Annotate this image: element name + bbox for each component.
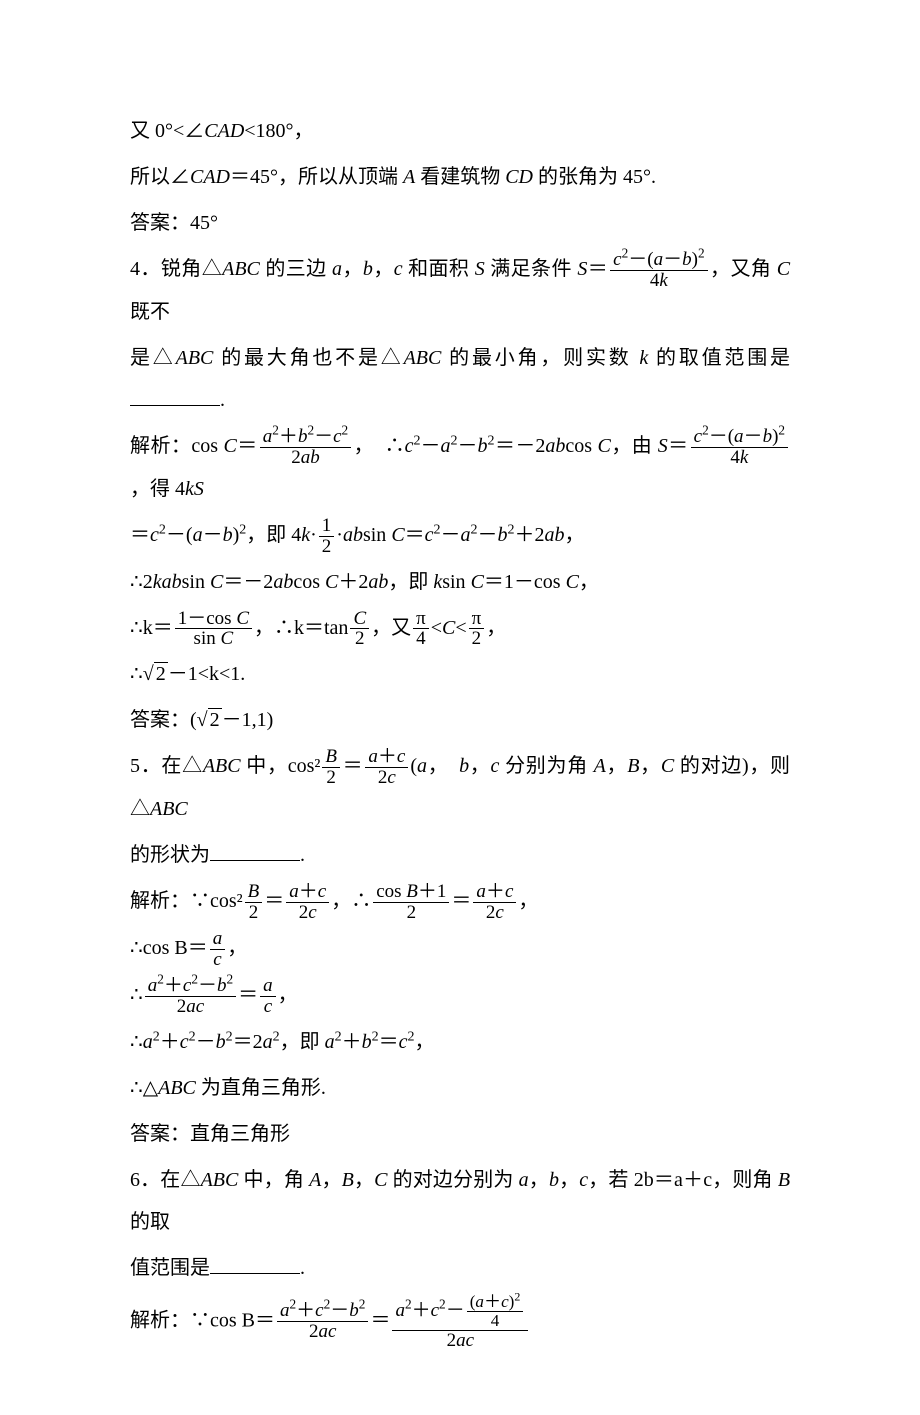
- answer-4: 答案：(√2－1,1): [130, 699, 790, 741]
- text-line: 又 0°<∠CAD<180°，: [130, 110, 790, 152]
- problem-6: 6．在△ABC 中，角 A，B，C 的对边分别为 a，b，c，若 2b＝a＋c，…: [130, 1159, 790, 1243]
- solution-5-line3: ∴a2＋c2－b22ac＝ac，: [130, 974, 790, 1017]
- text: 是△: [130, 347, 176, 369]
- var: k: [639, 347, 648, 369]
- text: ＝45°，所以从顶端: [230, 166, 403, 188]
- problem-4-cont: 是△ABC 的最大角也不是△ABC 的最小角，则实数 k 的取值范围是.: [130, 337, 790, 421]
- text: 所以∠: [130, 166, 190, 188]
- answer-5: 答案：直角三角形: [130, 1113, 790, 1155]
- fraction: a2＋b2－c22ab: [260, 427, 351, 468]
- fraction: cos B＋12: [373, 882, 449, 923]
- text: ，得: [130, 478, 175, 500]
- problem-4: 4．锐角△ABC 的三边 a，b，c 和面积 S 满足条件 S＝c2－(a－b)…: [130, 248, 790, 333]
- fraction: ac: [260, 976, 276, 1017]
- var: A: [403, 166, 415, 188]
- fraction: B2: [322, 747, 340, 788]
- solution-5-line5: ∴△ABC 为直角三角形.: [130, 1067, 790, 1109]
- solution-4-line5: ∴√2－1<k<1.: [130, 653, 790, 695]
- fraction: c2－(a－b)24k: [610, 250, 707, 291]
- fraction: a＋c2c: [365, 747, 408, 788]
- text: ，由: [611, 435, 658, 457]
- text: 的最大角也不是△: [213, 347, 403, 369]
- text: 4．锐角△: [130, 258, 222, 280]
- problem-5-cont: 的形状为.: [130, 834, 790, 876]
- solution-4-line2: ＝c2－(a－b)2，即 4k·12·absin C＝c2－a2－b2＋2ab，: [130, 514, 790, 557]
- fraction: 1－cos Csin C: [175, 609, 252, 650]
- var: CAD: [204, 120, 244, 142]
- var: CAD: [190, 166, 230, 188]
- answer-line: 答案：45°: [130, 202, 790, 244]
- answer-text: 答案：45°: [130, 212, 218, 234]
- sqrt: √2: [197, 699, 222, 741]
- var: C: [777, 258, 790, 280]
- blank-field: [210, 842, 300, 861]
- problem-6-cont: 值范围是.: [130, 1247, 790, 1289]
- text: 的三边: [260, 258, 332, 280]
- var: a: [332, 258, 342, 280]
- text-line: 所以∠CAD＝45°，所以从顶端 A 看建筑物 CD 的张角为 45°.: [130, 156, 790, 198]
- fraction: 12: [319, 516, 335, 557]
- text: ，又角: [710, 258, 777, 280]
- fraction: a2＋c2－(a＋c)242ac: [392, 1293, 528, 1351]
- sqrt: √2: [143, 653, 168, 695]
- solution-5-line1: 解析：∵cos²B2＝a＋c2c，∴cos B＋12＝a＋c2c，: [130, 880, 790, 923]
- solution-5-line4: ∴a2＋c2－b2＝2a2，即 a2＋b2＝c2，: [130, 1021, 790, 1063]
- var: c: [394, 258, 403, 280]
- var: C: [224, 435, 237, 457]
- text: ，: [342, 258, 363, 280]
- fraction: a2＋c2－b22ac: [277, 1301, 368, 1342]
- text: ，: [373, 258, 394, 280]
- var: S: [475, 258, 485, 280]
- fraction: a＋c2c: [473, 882, 516, 923]
- text: .: [220, 389, 225, 411]
- fraction: c2－(a－b)24k: [691, 427, 788, 468]
- text: ∴: [385, 435, 405, 457]
- text: <180°，: [244, 120, 313, 142]
- text: 既不: [130, 301, 170, 323]
- fraction: C2: [350, 609, 369, 650]
- text: 又 0°<∠: [130, 120, 204, 142]
- problem-5: 5．在△ABC 中，cos²B2＝a＋c2c(a， b，c 分别为角 A，B，C…: [130, 745, 790, 830]
- blank-field: [210, 1255, 300, 1274]
- text: ＝: [237, 435, 258, 457]
- var: S: [577, 258, 587, 280]
- text: 的取值范围是: [648, 347, 790, 369]
- var: ABC: [404, 347, 442, 369]
- fraction: a2＋c2－b22ac: [145, 976, 236, 1017]
- fraction: B2: [245, 882, 263, 923]
- solution-6-line1: 解析：∵cos B＝a2＋c2－b22ac＝a2＋c2－(a＋c)242ac: [130, 1293, 790, 1351]
- fraction: π4: [413, 609, 429, 650]
- text: cos: [191, 435, 223, 457]
- solution-4: 解析：cos C＝a2＋b2－c22ab， ∴c2－a2－b2＝－2abcos …: [130, 425, 790, 510]
- text: 满足条件: [485, 258, 578, 280]
- text: 和面积: [403, 258, 475, 280]
- var: b: [363, 258, 373, 280]
- text: ，: [353, 435, 364, 457]
- label: 解析：: [130, 435, 191, 457]
- document-page: 又 0°<∠CAD<180°， 所以∠CAD＝45°，所以从顶端 A 看建筑物 …: [0, 0, 920, 1415]
- text: 的最小角，则实数: [441, 347, 639, 369]
- fraction: π2: [469, 609, 485, 650]
- solution-4-line3: ∴2kabsin C＝－2abcos C＋2ab，即 ksin C＝1－cos …: [130, 561, 790, 603]
- text: 看建筑物: [415, 166, 505, 188]
- blank-field: [130, 387, 220, 406]
- var: ABC: [222, 258, 260, 280]
- fraction: a＋c2c: [286, 882, 329, 923]
- solution-5-line2: ∴cos B＝ac，: [130, 927, 790, 970]
- solution-4-line4: ∴k＝1－cos Csin C，∴k＝tanC2，又π4<C<π2，: [130, 607, 790, 650]
- var: CD: [505, 166, 533, 188]
- text: 的张角为 45°.: [533, 166, 656, 188]
- text: ＝: [587, 258, 608, 280]
- var: ABC: [176, 347, 214, 369]
- fraction: ac: [210, 929, 226, 970]
